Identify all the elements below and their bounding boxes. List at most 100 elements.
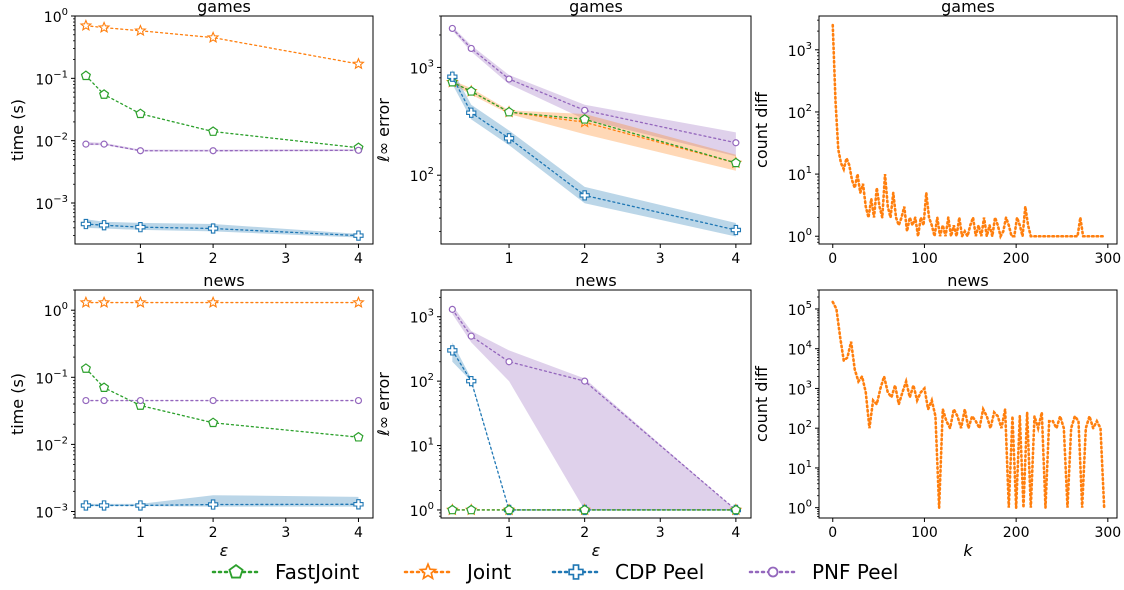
plot-area: [831, 23, 1107, 241]
chart-panel-0: 1 2 3 4 10−3 10−2 10−1 100 games time (s): [8, 0, 374, 267]
point-pnf-peel: [354, 146, 363, 154]
point-fastjoint: [98, 382, 110, 393]
point-pnf-peel: [467, 44, 475, 53]
x-tick-label: 1: [505, 525, 514, 541]
x-tick-label: 100: [911, 251, 938, 267]
y-tick-label: 102: [410, 166, 434, 185]
y-tick-label: 105: [788, 300, 812, 319]
series-line-joint: [451, 81, 737, 164]
point-joint: [352, 295, 365, 308]
series-line-joint: [85, 25, 360, 65]
point-fastjoint: [503, 504, 515, 515]
point-cdp-peel: [135, 221, 146, 233]
point-fastjoint: [447, 504, 458, 515]
y-tick-label: 102: [410, 372, 434, 391]
y-axis-label: ℓ∞ error: [374, 98, 393, 163]
y-tick-label: 100: [44, 301, 68, 320]
point-pnf-peel: [505, 358, 513, 366]
y-tick-label: 102: [788, 103, 812, 122]
chart-panel-4: 1 2 3 4 100 101 102 103 news ℓ∞ error ε: [374, 271, 752, 560]
series-line-joint: [831, 23, 1107, 241]
legend-label: CDP Peel: [615, 560, 704, 584]
point-pnf-peel: [136, 396, 145, 405]
axes-frame: [74, 15, 374, 245]
legend-item-pnf-peel: PNF Peel: [748, 560, 898, 584]
x-tick-label: 0: [828, 525, 837, 541]
point-fastjoint: [730, 157, 741, 168]
x-tick-label: 4: [731, 251, 740, 267]
plot-area: [446, 24, 743, 237]
y-tick-label: 103: [410, 58, 434, 77]
band-cdp-peel: [452, 69, 736, 237]
point-cdp-peel: [447, 345, 458, 356]
chart-panel-2: 0 100 200 300 100 101 102 103 games count diff: [752, 0, 1121, 267]
point-joint: [206, 295, 220, 308]
x-tick-label: 4: [731, 525, 740, 541]
x-tick-label: 1: [136, 525, 145, 541]
legend-label: FastJoint: [275, 560, 360, 584]
y-tick-label: 10−1: [35, 69, 68, 88]
point-cdp-peel: [466, 107, 477, 118]
x-tick-label: 4: [354, 525, 363, 541]
y-tick-label: 10−3: [35, 502, 68, 521]
x-tick-label: 1: [136, 251, 145, 267]
point-cdp-peel: [353, 230, 364, 241]
point-fastjoint: [98, 89, 110, 99]
point-fastjoint: [730, 504, 741, 515]
series-line-pnf-peel: [451, 308, 737, 511]
x-tick-label: 3: [656, 251, 665, 267]
point-cdp-peel: [730, 224, 742, 236]
y-tick-label: 10−1: [35, 368, 68, 387]
point-pnf-peel: [732, 139, 740, 147]
chart-panel-1: 1 2 3 4 102 103 games ℓ∞ error: [374, 0, 752, 267]
x-tick-label: 300: [1094, 251, 1121, 267]
chart-panel-5: 0 100 200 300 100 101 102 103 104 105 news count di…: [752, 271, 1121, 560]
y-axis-label: time (s): [8, 373, 27, 435]
legend-marker: [568, 564, 584, 580]
point-joint: [97, 295, 111, 308]
x-tick-label: 2: [580, 251, 589, 267]
y-tick-label: 101: [788, 165, 812, 184]
x-tick-label: 200: [1003, 525, 1030, 541]
x-tick-label: 200: [1003, 251, 1030, 267]
y-tick-label: 10−2: [35, 435, 68, 454]
chart-title: news: [575, 271, 616, 290]
point-cdp-peel: [579, 190, 590, 201]
x-tick-label: 3: [281, 525, 290, 541]
series-line-fastjoint: [85, 367, 360, 438]
y-tick-label: 10−3: [35, 194, 68, 213]
point-joint: [134, 24, 147, 37]
band-joint: [452, 80, 736, 171]
chart-title: games: [197, 0, 251, 16]
x-tick-label: 300: [1094, 525, 1121, 541]
x-tick-label: 2: [209, 251, 218, 267]
y-tick-label: 103: [788, 379, 812, 398]
y-axis-label: ℓ∞ error: [374, 372, 393, 437]
x-axis-label: ε: [592, 541, 601, 560]
x-tick-label: 2: [209, 525, 218, 541]
point-joint: [134, 295, 147, 308]
legend-marker: [228, 563, 244, 579]
point-cdp-peel: [207, 499, 219, 510]
y-tick-label: 103: [788, 41, 812, 60]
y-tick-label: 100: [788, 227, 812, 246]
point-fastjoint: [353, 431, 364, 442]
point-pnf-peel: [448, 24, 456, 33]
point-pnf-peel: [354, 396, 363, 405]
point-pnf-peel: [467, 332, 475, 340]
x-tick-label: 3: [281, 251, 290, 267]
axes-frame: [440, 289, 752, 519]
plot-area: [79, 18, 365, 241]
point-cdp-peel: [503, 133, 515, 144]
point-fastjoint: [579, 113, 590, 124]
point-cdp-peel: [466, 375, 477, 387]
point-joint: [352, 57, 365, 70]
point-joint: [97, 20, 111, 34]
point-fastjoint: [579, 504, 590, 515]
axes-frame: [440, 15, 752, 245]
chart-title: games: [941, 0, 995, 16]
y-tick-label: 100: [788, 499, 812, 518]
point-pnf-peel: [136, 147, 145, 155]
point-fastjoint: [208, 417, 219, 428]
y-tick-label: 100: [44, 7, 68, 26]
